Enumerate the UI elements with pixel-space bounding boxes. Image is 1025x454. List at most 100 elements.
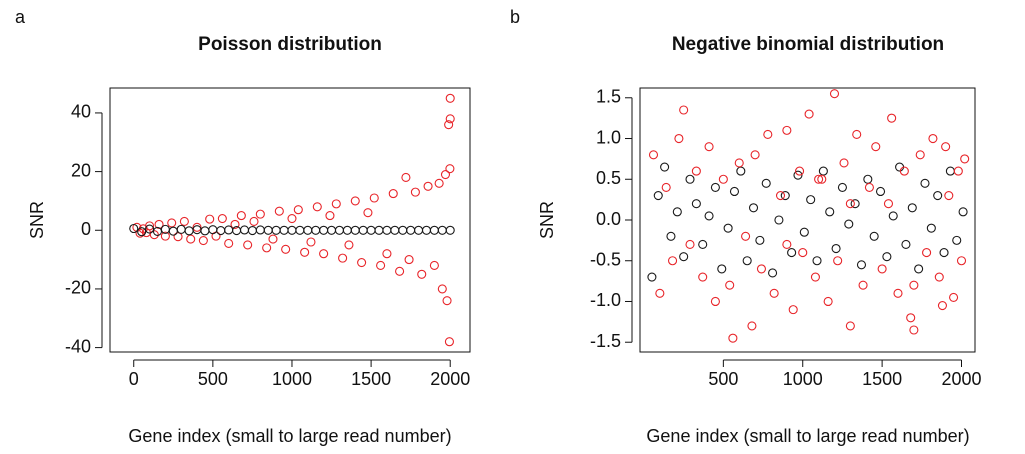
point (804, 109, 814, 119)
point (395, 266, 405, 276)
point (167, 218, 177, 228)
y-tick-label: -0.5 (590, 249, 621, 269)
point (685, 239, 695, 249)
point (782, 125, 792, 135)
point (814, 174, 824, 184)
point (939, 248, 949, 258)
y-tick-label: -1.5 (590, 331, 621, 351)
point (780, 191, 790, 201)
point (287, 225, 297, 235)
point (369, 193, 379, 203)
point (224, 225, 234, 235)
point (958, 207, 968, 217)
point (421, 225, 432, 235)
point (723, 223, 733, 233)
panel-label: b (510, 7, 520, 27)
point (655, 288, 665, 298)
point (774, 215, 784, 225)
point (434, 178, 444, 188)
point (831, 243, 841, 254)
point (192, 222, 202, 232)
point (342, 225, 352, 235)
y-tick-label: -40 (65, 336, 91, 356)
point (915, 150, 925, 160)
point (176, 224, 186, 234)
point (788, 305, 798, 315)
point (710, 182, 720, 192)
point (255, 225, 265, 235)
point (795, 166, 805, 176)
point (717, 264, 727, 274)
point (871, 142, 881, 152)
point (679, 105, 689, 115)
y-tick-label: 1.0 (596, 127, 621, 147)
point (877, 264, 887, 274)
plot-box (109, 87, 471, 353)
point (952, 235, 962, 245)
point (666, 231, 676, 241)
point (429, 260, 439, 271)
point (863, 174, 873, 184)
point (444, 120, 454, 130)
point (667, 256, 678, 266)
point (268, 234, 278, 244)
point (698, 272, 708, 282)
point (312, 202, 322, 212)
point (839, 158, 849, 168)
point (768, 268, 778, 278)
point (812, 256, 822, 266)
point (920, 178, 930, 188)
point (295, 225, 305, 235)
point (145, 221, 155, 231)
point (414, 225, 424, 235)
point (748, 203, 759, 213)
x-tick-label: 1500 (351, 369, 391, 389)
point (882, 252, 892, 262)
point (262, 243, 272, 253)
chart-title: Negative binomial distribution (672, 34, 944, 55)
point (306, 237, 316, 247)
point (255, 209, 265, 219)
point (944, 191, 954, 201)
point (704, 211, 714, 221)
point (806, 195, 816, 205)
point (926, 223, 936, 233)
y-tick-label: 0.5 (596, 168, 621, 188)
point (934, 272, 944, 282)
point (798, 248, 808, 258)
point (844, 219, 854, 229)
x-tick-label: 500 (708, 369, 738, 389)
point (382, 225, 392, 235)
point (186, 234, 196, 244)
point (845, 199, 855, 209)
point (679, 252, 689, 262)
point (417, 269, 427, 279)
point (937, 301, 948, 311)
point (647, 272, 657, 282)
point (956, 256, 967, 266)
point (922, 248, 932, 258)
point (145, 224, 155, 234)
point (429, 225, 439, 235)
point (230, 219, 240, 229)
point (406, 225, 416, 235)
point (198, 235, 208, 246)
point (401, 172, 411, 183)
point (249, 216, 259, 227)
point (173, 232, 183, 242)
point (236, 211, 246, 221)
point (747, 321, 757, 331)
y-tick-label: 1.5 (596, 87, 621, 107)
point (648, 150, 659, 160)
point (224, 238, 234, 249)
point (445, 114, 455, 124)
point (388, 189, 398, 199)
point (160, 231, 170, 241)
y-tick-label: -20 (65, 278, 91, 298)
point (928, 133, 938, 144)
point (437, 225, 447, 235)
point (674, 133, 684, 144)
point (437, 284, 447, 294)
point (755, 235, 765, 245)
point (382, 249, 392, 259)
